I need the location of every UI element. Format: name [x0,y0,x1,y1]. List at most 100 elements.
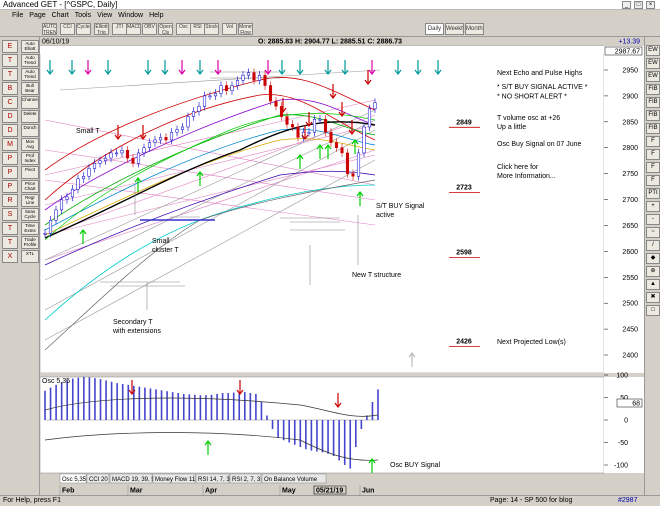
osc-red-arrow-down-icon [128,380,136,395]
menu-tools[interactable]: Tools [74,12,92,19]
timeframe-daily[interactable]: Daily [425,23,444,35]
tool-regr-line-icon[interactable]: R [2,194,18,207]
right-tool-4[interactable]: FIB [646,97,660,108]
toolbar-button-auto-trend[interactable]: AUTO TREND [42,23,57,35]
chart-area[interactable]: 2400 2450 2500 2550 2600 2650 2700 2750 2800 2850… [40,37,644,495]
tool-xtl-button[interactable]: XTL [21,250,39,263]
green-arrow-up-icon [196,171,204,186]
toolbar-button-open-cls[interactable]: Open Cls [158,23,173,35]
tool-mov-avg-button[interactable]: Mov Avg [21,138,39,151]
toolbar-button-osc[interactable]: Osc [176,23,191,35]
menu-window[interactable]: Window [118,12,144,19]
tool-auto-trend-icon[interactable]: T [2,54,18,67]
tool-time-extns-button[interactable]: Time Extns [21,222,39,235]
right-tool-6[interactable]: FIB [646,123,660,134]
tool-price-chart-icon[interactable]: P [2,180,18,193]
right-tool-14[interactable]: ~ [646,227,660,238]
toolbar-button-vol[interactable]: Vol [222,23,237,35]
osc-tab-label: Osc 5,35 [62,477,87,483]
tool-mov-avg-icon[interactable]: M [2,138,18,151]
tool-donch-button[interactable]: Donch [21,124,39,137]
target-label: 2426 [456,339,472,346]
menu-help[interactable]: Help [149,12,164,19]
right-tool-9[interactable]: F [646,162,660,173]
right-tool-2[interactable]: EW [646,71,660,82]
toolbar-button-rsi[interactable]: RSI [190,23,205,35]
tool-trade-profile-icon[interactable]: T [2,236,18,249]
right-tool-5[interactable]: FIB [646,110,660,121]
right-tool-0[interactable]: EW [646,45,660,56]
osc-tab-5[interactable] [229,473,262,484]
toolbar-button-stock[interactable]: Stock [204,23,219,35]
toolbar-button-cycles[interactable]: Cycles [76,23,91,35]
right-tool-20[interactable]: □ [646,305,660,316]
tool-auto-elliott-icon[interactable]: E [2,40,18,53]
osc-tab-4[interactable] [195,473,230,484]
right-tool-17[interactable]: ⊕ [646,266,660,277]
price-candle [197,106,201,112]
more-info-link[interactable]: Click here for [497,164,539,171]
minimize-button[interactable]: _ [622,1,631,9]
close-button[interactable]: × [646,1,655,9]
tool-bull-bear-button[interactable]: Bull Bear [21,82,39,95]
toolbar-button-elliott-trig[interactable]: Elliott Trig [94,23,109,35]
right-tool-8[interactable]: F [646,149,660,160]
osc-tab-1[interactable] [86,473,110,484]
tool-pivot-button[interactable]: Pivot [21,166,39,179]
tool-delete-icon[interactable]: D [2,110,18,123]
timeframe-monthly[interactable]: Monthly [465,23,484,35]
right-tool-12[interactable]: + [646,201,660,212]
right-tool-19[interactable]: ✖ [646,292,660,303]
tool-seas-cycle-icon[interactable]: S [2,208,18,221]
right-tool-16[interactable]: ◆ [646,253,660,264]
tool-delete-button[interactable]: Delete [21,110,39,123]
right-tool-11[interactable]: PTI [646,188,660,199]
tool-donch-icon[interactable]: D [2,124,18,137]
right-tool-15[interactable]: / [646,240,660,251]
tool-pivot-icon[interactable]: P [2,166,18,179]
right-tool-1[interactable]: EW [646,58,660,69]
tool-xtl-icon[interactable]: X [2,250,18,263]
tool-bull-bear-icon[interactable]: B [2,82,18,95]
osc-tab-0[interactable] [59,473,87,484]
tool-channel-button[interactable]: Channel [21,96,39,109]
toolbar-button-money-flow[interactable]: Money Flow [238,23,253,35]
tool-auto-elliott-button[interactable]: Auto Elliott [21,40,39,53]
tool-channel-icon[interactable]: C [2,96,18,109]
right-tool-18[interactable]: ▲ [646,279,660,290]
osc-buy-text: Osc Buy Signal on 07 June [497,141,582,148]
tool-prof-index-button[interactable]: Prof Index [21,152,39,165]
menu-view[interactable]: View [97,12,113,19]
toolbar-button-jti[interactable]: JTI [112,23,127,35]
right-tool-13[interactable]: - [646,214,660,225]
maximize-button[interactable]: □ [634,1,643,9]
date-label: 05/21/19 [316,488,343,495]
price-candle [285,116,289,125]
menu-page[interactable]: Page [29,12,46,19]
right-tool-10[interactable]: F [646,175,660,186]
tool-auto-trend-button[interactable]: Auto Trend [21,54,39,67]
toolbar-button-macd[interactable]: MACD [126,23,141,35]
tool-regr-line-button[interactable]: Regr Line [21,194,39,207]
tool-price-chart-button[interactable]: Price Chart [21,180,39,193]
menu-chart[interactable]: Chart [51,12,69,19]
osc-tab-3[interactable] [152,473,196,484]
tool-time-extns-icon[interactable]: T [2,222,18,235]
right-tool-3[interactable]: FIB [646,84,660,95]
menu-file[interactable]: File [12,12,24,19]
tool-trade-profile-button[interactable]: Trade Profile [21,236,39,249]
osc-tab-2[interactable] [109,473,153,484]
cycle-arrow-down-icon [296,60,304,75]
cycle-arrow-down-icon [68,60,76,75]
more-info-link[interactable]: More Information... [497,173,556,180]
tool-auto-trend-icon[interactable]: T [2,68,18,81]
osc-tab-6[interactable] [261,473,327,484]
osc-value-box [616,398,643,408]
timeframe-weekly[interactable]: Weekly [445,23,464,35]
right-tool-7[interactable]: F [646,136,660,147]
tool-auto-trend-button[interactable]: Auto Trend [21,68,39,81]
toolbar-button-cci[interactable]: CCI [60,23,75,35]
tool-prof-index-icon[interactable]: P [2,152,18,165]
tool-seas-cycle-button[interactable]: Seas Cycle [21,208,39,221]
toolbar-button-obv[interactable]: OBV [142,23,157,35]
